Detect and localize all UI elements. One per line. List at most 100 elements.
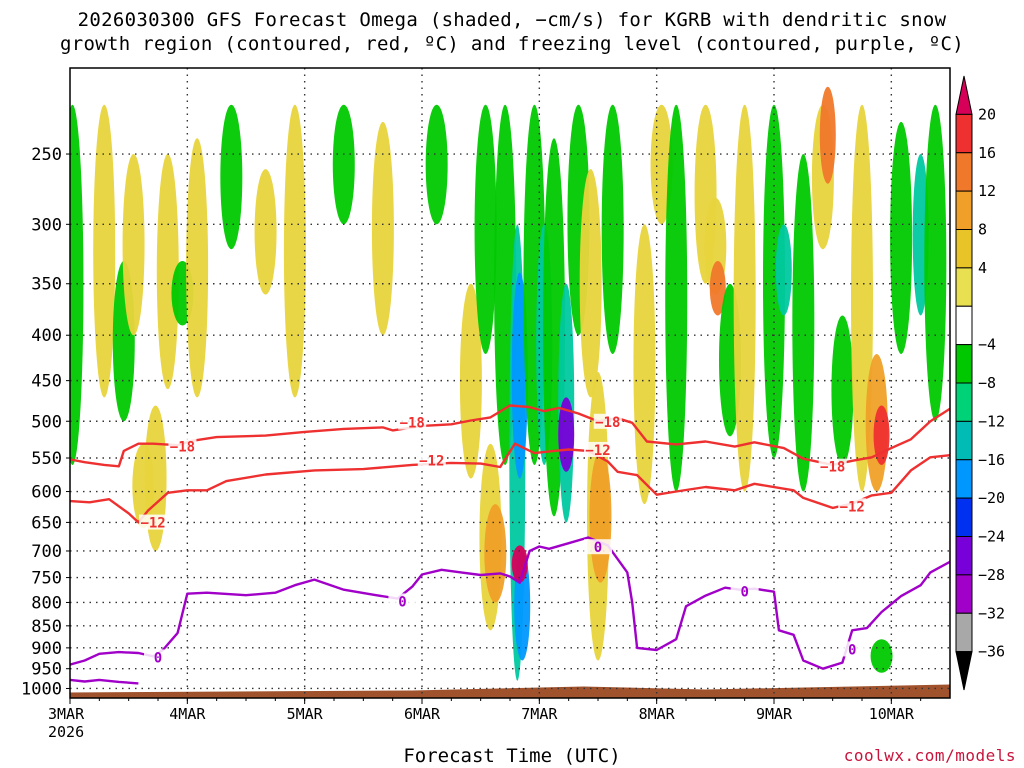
y-tick-label-1000: 1000 [21, 679, 62, 699]
omega-cell-42 [763, 104, 785, 458]
contour-label-dgz-bottom-minus12-1: −12 [419, 453, 444, 469]
colorbar-segment-13 [955, 574, 973, 614]
colorbar-label-5: −4 [978, 336, 996, 354]
y-tick-label-750: 750 [31, 569, 62, 589]
contour-label-dgz-top-minus18-1: −18 [400, 416, 425, 432]
credit-text: coolwx.com/models [843, 746, 1016, 765]
omega-cell-8 [186, 138, 209, 398]
x-tick-label-10MAR: 10MAR [869, 705, 915, 723]
colorbar-legend: 20 16 12 8 4 −4 −8 −12 −16 −20 −24 −28 −32 −36 [955, 75, 1005, 691]
colorbar-segment-2 [955, 152, 973, 192]
omega-cell-13 [371, 121, 394, 336]
omega-cell-16 [474, 104, 497, 355]
gridlines [70, 68, 950, 698]
contour-label-dgz-top-minus18-0: −18 [170, 439, 195, 455]
y-tick-label-950: 950 [31, 660, 62, 680]
colorbar-label-9: −20 [978, 489, 1005, 507]
contour-label-bg [584, 539, 612, 555]
y-tick-label-850: 850 [31, 617, 62, 637]
contour-label-bg [144, 649, 172, 665]
chart-title-line-2: growth region (contoured, red, ºC) and f… [60, 33, 964, 55]
terrain [70, 684, 950, 698]
colorbar-segment-10 [955, 459, 973, 499]
omega-cell-43 [775, 224, 792, 316]
colorbar-segment-12 [955, 536, 973, 576]
x-tick-label-5MAR: 5MAR [287, 705, 324, 723]
colorbar-segment-11 [955, 497, 973, 537]
contour-label-bg [593, 413, 622, 429]
omega-cell-0 [70, 104, 84, 465]
contour-label-freezing-level-0-2: 0 [594, 540, 602, 556]
y-tick-label-250: 250 [31, 145, 62, 165]
colorbar-segment-9 [955, 420, 973, 461]
contour-label-dgz-bottom-minus12-0: −12 [140, 516, 165, 532]
colorbar-label-0: 20 [978, 105, 996, 123]
y-tick-label-800: 800 [31, 593, 62, 613]
omega-cell-12 [332, 104, 355, 225]
colorbar-segment-6 [955, 305, 973, 346]
omega-cell-15 [459, 283, 482, 479]
contour-label-bg [168, 438, 197, 454]
contour-label-bg [398, 414, 427, 430]
y-tick-label-350: 350 [31, 275, 62, 295]
colorbar-segment-5 [955, 267, 973, 307]
colorbar-segment-8 [955, 382, 973, 422]
contour-label-freezing-level-0-4: 0 [848, 642, 856, 658]
contour-freezing-level-0 [70, 536, 950, 670]
contour-label-bg [838, 641, 867, 657]
contour-label-freezing-level-0-0: 0 [154, 650, 162, 666]
omega-cell-18 [484, 504, 507, 603]
contour-label-bg [139, 514, 168, 530]
y-tick-label-700: 700 [31, 542, 62, 562]
colorbar-label-10: −24 [978, 528, 1005, 546]
contour-label-bg [584, 441, 612, 457]
y-tick-label-450: 450 [31, 372, 62, 392]
y-tick-label-550: 550 [31, 449, 62, 469]
omega-cell-33 [601, 104, 624, 355]
colorbar-segment-3 [955, 190, 973, 230]
contour-label-dgz-bottom-minus12-3: −12 [840, 499, 865, 515]
omega-cell-28 [558, 397, 575, 472]
y-tick-label-900: 900 [31, 639, 62, 659]
colorbar-label-6: −8 [978, 374, 996, 392]
omega-cell-34 [633, 224, 656, 505]
x-axis-label: Forecast Time (UTC) [403, 745, 621, 767]
y-axis: 2503003504004505005506006507007508008509… [21, 145, 70, 699]
contour-label-dgz-top-minus18-2: −18 [595, 415, 620, 431]
contour-freezing-level-0-lower [70, 678, 139, 685]
y-tick-label-300: 300 [31, 215, 62, 235]
omega-cell-44 [792, 154, 815, 492]
chart-title-line-1: 2026030300 GFS Forecast Omega (shaded, −… [77, 9, 947, 31]
omega-cell-46 [819, 86, 836, 184]
omega-cell-14 [425, 104, 448, 225]
contour-dgz-bottom-minus12 [70, 442, 950, 524]
omega-cell-52 [890, 121, 913, 355]
colorbar-label-8: −16 [978, 451, 1005, 469]
colorbar-label-7: −12 [978, 412, 1005, 430]
omega-cell-11 [283, 104, 306, 398]
x-tick-label-9MAR: 9MAR [756, 705, 793, 723]
omega-cell-3 [122, 154, 145, 336]
contour-label-freezing-level-0-1: 0 [398, 594, 406, 610]
colorbar-label-13: −36 [978, 643, 1005, 661]
omega-cell-41 [733, 104, 756, 492]
colorbar-segment-7 [955, 344, 973, 384]
colorbar-segment-bottom [955, 651, 973, 691]
omega-cell-47 [831, 315, 854, 465]
contour-label-bg [730, 583, 759, 599]
colorbar-label-4: 4 [978, 259, 987, 277]
x-tick-label-4MAR: 4MAR [169, 705, 206, 723]
ground-surface [70, 684, 950, 698]
omega-cell-9 [220, 104, 243, 250]
omega-cell-1 [93, 104, 116, 398]
colorbar-label-2: 12 [978, 182, 996, 200]
omega-cell-39 [709, 261, 726, 316]
omega-cell-10 [254, 169, 277, 295]
omega-cell-54 [924, 104, 947, 422]
colorbar-segment-14 [955, 612, 973, 653]
contour-label-freezing-level-0-3: 0 [740, 585, 748, 601]
omega-cell-32 [589, 450, 612, 583]
colorbar-segment-1 [955, 113, 973, 154]
